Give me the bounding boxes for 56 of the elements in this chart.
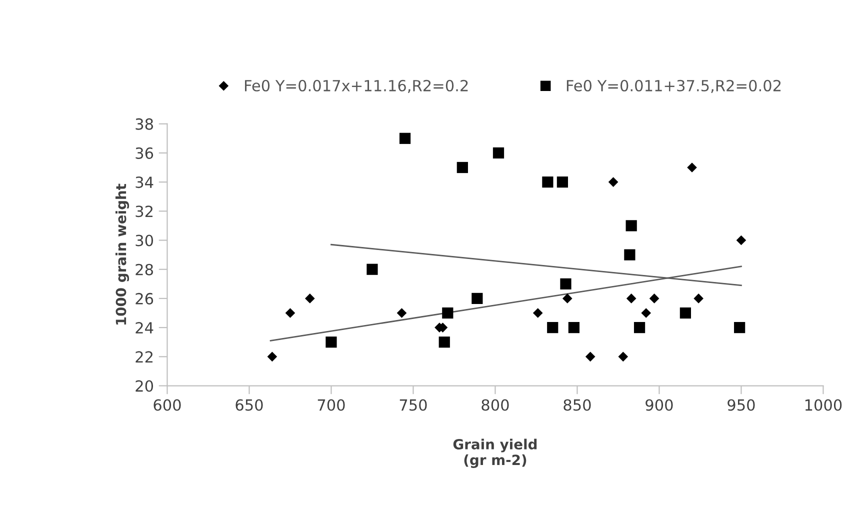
point xyxy=(634,322,646,334)
point xyxy=(734,322,746,334)
point xyxy=(649,294,660,304)
point xyxy=(542,176,554,188)
x-tick-label: 700 xyxy=(318,399,345,411)
point xyxy=(624,249,636,260)
x-tick-label: 800 xyxy=(482,399,509,411)
x-tick-label: 650 xyxy=(236,399,263,411)
point xyxy=(399,132,411,144)
point xyxy=(547,322,558,334)
y-tick-label: 22 xyxy=(136,351,153,362)
y-tick-label: 30 xyxy=(136,234,154,246)
point xyxy=(736,235,746,246)
y-tick-label: 36 xyxy=(136,147,154,159)
point xyxy=(694,294,704,304)
y-tick-label: 28 xyxy=(136,264,153,276)
point xyxy=(680,307,692,319)
point xyxy=(608,177,618,187)
point xyxy=(442,307,454,319)
point xyxy=(456,162,468,174)
point xyxy=(585,352,596,362)
x-tick-label: 850 xyxy=(564,399,591,411)
x-tick-label: 750 xyxy=(400,399,427,411)
point xyxy=(568,322,580,334)
point xyxy=(366,264,378,275)
point xyxy=(641,308,652,318)
y-tick-label: 26 xyxy=(136,292,154,304)
x-tick-label: 950 xyxy=(728,399,755,411)
point xyxy=(626,294,636,304)
y-tick-label: 34 xyxy=(136,176,154,188)
point xyxy=(285,308,296,318)
y-axis-title: 1000 grain weight xyxy=(115,184,130,325)
y-tick-label: 32 xyxy=(136,206,153,218)
point xyxy=(267,352,278,362)
x-tick-label: 1000 xyxy=(805,399,842,411)
y-tick-label: 20 xyxy=(136,380,154,392)
y-tick-label: 38 xyxy=(136,118,153,130)
point xyxy=(396,308,407,318)
x-tick-label: 900 xyxy=(646,399,673,411)
point xyxy=(492,147,504,159)
x-axis-title: Grain yield (gr m-2) xyxy=(453,438,537,468)
point xyxy=(618,352,628,362)
point xyxy=(562,294,572,304)
point xyxy=(687,162,697,172)
point xyxy=(304,294,315,304)
legend-label: Fe0 Y=0.017x+11.16,R2=0.2 xyxy=(245,80,468,93)
point xyxy=(560,278,572,290)
point xyxy=(626,220,637,232)
point xyxy=(556,176,568,188)
point xyxy=(326,336,337,348)
legend-label: Fe0 Y=0.011+37.5,R2=0.02 xyxy=(566,80,781,93)
point xyxy=(438,336,450,348)
y-tick-label: 24 xyxy=(136,322,154,334)
point xyxy=(532,308,543,318)
point xyxy=(472,292,483,304)
x-tick-label: 600 xyxy=(154,399,181,411)
